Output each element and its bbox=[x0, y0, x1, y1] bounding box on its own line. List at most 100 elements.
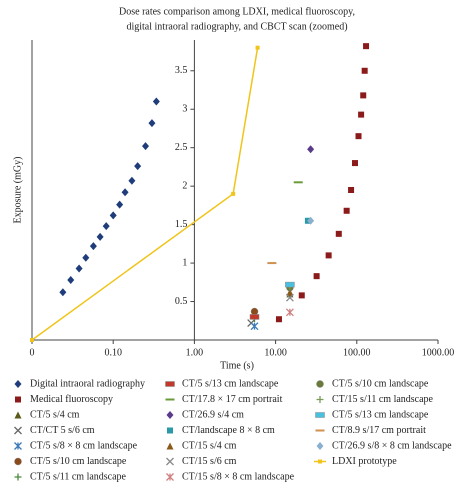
legend-marker bbox=[166, 473, 174, 481]
marker bbox=[286, 288, 294, 296]
legend-marker bbox=[14, 442, 22, 450]
marker bbox=[67, 276, 75, 284]
legend-marker bbox=[15, 396, 21, 403]
legend-marker bbox=[14, 426, 22, 435]
marker bbox=[285, 281, 295, 288]
legend-item: LDXI prototype bbox=[314, 456, 397, 467]
legend-item: CT/landscape 8 × 8 cm bbox=[167, 425, 275, 436]
legend-marker bbox=[166, 457, 174, 466]
legend-marker bbox=[315, 412, 325, 418]
y-axis-label: Exposure (mGy) bbox=[12, 157, 23, 224]
y-tick-label: 2 bbox=[182, 180, 187, 191]
y-tick-label: 0.5 bbox=[175, 296, 188, 307]
x-tick-label: 1.00 bbox=[186, 347, 204, 358]
x-tick-label: 100.00 bbox=[343, 347, 371, 358]
marker bbox=[148, 119, 156, 128]
marker bbox=[298, 292, 305, 299]
legend-item: CT/8.9 s/17 cm portrait bbox=[315, 425, 426, 436]
legend-item: Medical fluoroscopy bbox=[15, 394, 113, 405]
legend-marker bbox=[167, 427, 173, 434]
marker bbox=[275, 316, 282, 323]
legend-marker bbox=[318, 459, 322, 464]
legend-label: CT/26.9 s/8 × 8 cm landscape bbox=[332, 440, 452, 451]
legend-label: LDXI prototype bbox=[332, 456, 397, 467]
marker bbox=[96, 232, 104, 241]
marker bbox=[358, 111, 365, 118]
legend-label: Medical fluoroscopy bbox=[30, 394, 113, 405]
marker bbox=[121, 188, 129, 197]
legend-marker bbox=[316, 380, 324, 388]
legend-marker bbox=[14, 380, 22, 388]
marker bbox=[249, 314, 260, 320]
marker bbox=[152, 97, 160, 106]
legend-label: CT/5 s/13 cm landscape bbox=[182, 378, 279, 389]
legend-item: CT/5 s/10 cm landscape bbox=[316, 378, 429, 389]
legend-marker bbox=[14, 473, 22, 481]
marker bbox=[231, 191, 236, 196]
y-tick-label: 2.5 bbox=[175, 142, 188, 153]
legend-item: CT/15 s/8 × 8 cm landscape bbox=[166, 471, 295, 482]
marker bbox=[360, 92, 367, 99]
legend-label: CT/5 s/10 cm landscape bbox=[332, 378, 429, 389]
legend-item: CT/15 s/6 cm bbox=[166, 456, 237, 467]
marker bbox=[30, 338, 34, 342]
marker bbox=[142, 142, 150, 151]
marker bbox=[293, 181, 303, 184]
y-tick-label: 3.5 bbox=[175, 65, 188, 76]
marker bbox=[109, 211, 117, 220]
legend-item: CT/5 s/11 cm landscape bbox=[14, 471, 127, 482]
legend-label: CT/5 s/11 cm landscape bbox=[30, 471, 127, 482]
marker bbox=[361, 67, 368, 74]
legend-item: CT/15 s/11 cm landscape bbox=[316, 394, 434, 405]
legend-label: CT/landscape 8 × 8 cm bbox=[182, 425, 275, 436]
marker bbox=[134, 162, 142, 171]
legend-label: CT/15 s/8 × 8 cm landscape bbox=[182, 471, 295, 482]
y-tick-label: 1 bbox=[182, 257, 187, 268]
legend-marker bbox=[316, 442, 324, 450]
legend-item: CT/5 s/8 × 8 cm landscape bbox=[14, 440, 138, 451]
marker bbox=[255, 45, 260, 50]
legend-label: CT/5 s/4 cm bbox=[30, 409, 80, 420]
marker bbox=[285, 308, 294, 317]
marker bbox=[102, 222, 110, 231]
series-line bbox=[31, 47, 259, 341]
legend-label: CT/CT 5 s/6 cm bbox=[30, 425, 95, 436]
marker bbox=[250, 322, 259, 331]
marker bbox=[355, 133, 362, 140]
legend-marker bbox=[14, 457, 22, 466]
y-tick-label: 1.5 bbox=[175, 219, 188, 230]
legend-item: CT/5 s/10 cm landscape bbox=[14, 456, 127, 467]
x-tick-label: 0.10 bbox=[104, 347, 122, 358]
marker bbox=[89, 242, 97, 251]
legend-item: CT/5 s/4 cm bbox=[14, 409, 80, 420]
x-axis-label: Time (s) bbox=[220, 360, 254, 371]
x-tick-label: 0 bbox=[30, 347, 35, 358]
marker bbox=[343, 207, 350, 214]
marker bbox=[307, 216, 315, 225]
marker bbox=[313, 273, 320, 280]
chart-title: Dose rates comparison among LDXI, medica… bbox=[119, 6, 355, 17]
legend-marker bbox=[14, 411, 22, 419]
legend-item: Digital intraoral radiography bbox=[14, 378, 145, 389]
marker bbox=[250, 307, 259, 316]
marker bbox=[351, 160, 358, 167]
legend-label: Digital intraoral radiography bbox=[30, 378, 145, 389]
legend-label: CT/15 s/4 cm bbox=[182, 440, 237, 451]
x-tick-label: 1000.00 bbox=[422, 347, 455, 358]
legend-marker bbox=[315, 429, 325, 432]
marker bbox=[363, 43, 370, 50]
chart-title: digital intraoral radiography, and CBCT … bbox=[126, 21, 347, 32]
legend-item: CT/26.9 s/4 cm bbox=[166, 409, 244, 420]
legend-item: CT/5 s/13 cm landscape bbox=[165, 378, 279, 389]
legend-label: CT/17.8 × 17 cm portrait bbox=[182, 394, 283, 405]
legend-item: CT/15 s/4 cm bbox=[166, 440, 237, 451]
legend-label: CT/5 s/8 × 8 cm landscape bbox=[30, 440, 138, 451]
legend-marker bbox=[316, 396, 324, 403]
marker bbox=[348, 187, 355, 193]
marker bbox=[59, 288, 67, 297]
legend-label: CT/15 s/6 cm bbox=[182, 456, 237, 467]
legend-item: CT/26.9 s/8 × 8 cm landscape bbox=[316, 440, 452, 451]
legend-marker bbox=[166, 411, 174, 419]
marker bbox=[285, 293, 294, 302]
